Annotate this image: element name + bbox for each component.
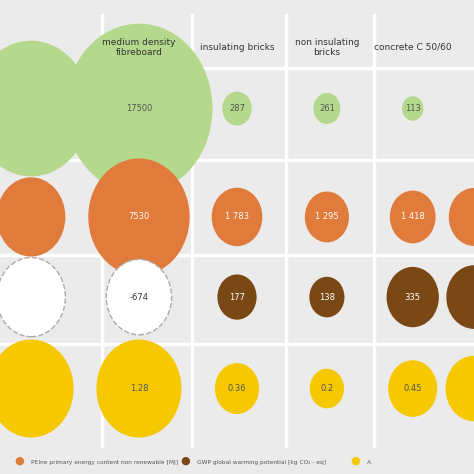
Text: non insulating
bricks: non insulating bricks [295,37,359,57]
Text: 335: 335 [405,292,421,301]
Text: GWP global warming potential [kg CO₂ - eq]: GWP global warming potential [kg CO₂ - e… [197,460,326,465]
Text: 177: 177 [229,292,245,301]
Text: 261: 261 [319,104,335,113]
Circle shape [313,93,340,124]
Circle shape [106,259,172,335]
Circle shape [402,96,423,121]
Circle shape [449,189,474,245]
Circle shape [305,191,349,242]
Text: 287: 287 [229,104,245,113]
Circle shape [0,177,65,256]
Text: 113: 113 [405,104,420,113]
Text: 1.28: 1.28 [130,384,148,393]
Text: ●: ● [14,456,24,465]
Circle shape [446,356,474,420]
Circle shape [0,41,90,176]
Text: PEIne primary energy content non renewable [MJ]: PEIne primary energy content non renewab… [31,460,178,465]
Text: 0.36: 0.36 [228,384,246,393]
Text: A: A [367,460,371,465]
Text: medium density
fibreboard: medium density fibreboard [102,37,176,57]
Circle shape [387,267,439,327]
Circle shape [215,363,259,414]
Circle shape [0,257,65,337]
Circle shape [310,369,344,408]
Text: -674: -674 [129,292,148,301]
Circle shape [65,24,212,193]
Text: ●: ● [180,456,190,465]
Text: 138: 138 [319,292,335,301]
Text: 1 418: 1 418 [401,212,425,221]
Circle shape [88,158,190,275]
Text: 0.2: 0.2 [320,384,334,393]
Circle shape [0,339,73,438]
Text: 7530: 7530 [128,212,150,221]
Text: insulating bricks: insulating bricks [200,43,274,52]
Text: 1 295: 1 295 [315,212,339,221]
Text: 1 783: 1 783 [225,212,249,221]
Circle shape [310,277,345,318]
Text: concrete C 50/60: concrete C 50/60 [374,43,452,52]
Circle shape [222,91,252,126]
Text: 17500: 17500 [126,104,152,113]
Circle shape [96,339,182,438]
Text: 0.45: 0.45 [403,384,422,393]
Circle shape [218,274,256,319]
Circle shape [388,360,437,417]
Text: ●: ● [351,456,361,465]
Circle shape [447,266,474,328]
Circle shape [390,191,436,243]
Circle shape [212,188,262,246]
